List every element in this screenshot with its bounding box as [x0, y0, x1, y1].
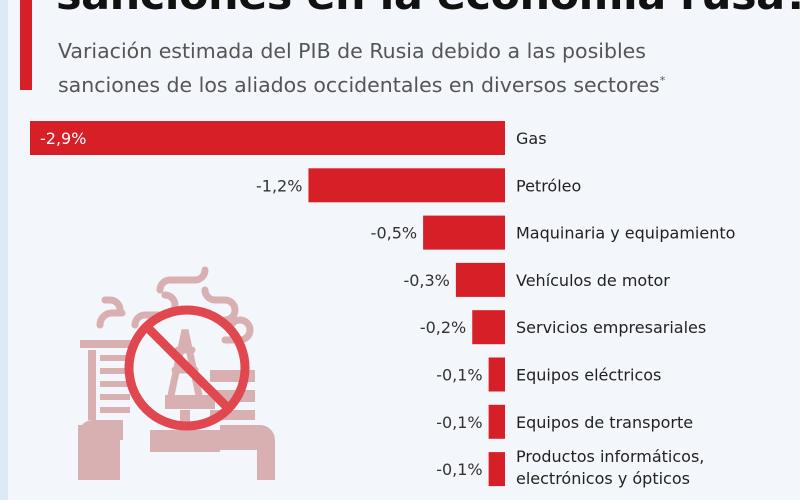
- category-label-5: Equipos eléctricos: [516, 366, 661, 385]
- bar-5: [488, 357, 505, 392]
- bar-0: [30, 121, 505, 155]
- data-label-3: -0,3%: [403, 271, 449, 290]
- oil-refinery-prohibited-icon: [78, 266, 275, 480]
- bar-7: [488, 452, 505, 487]
- data-label-5: -0,1%: [436, 366, 482, 385]
- bar-3: [455, 262, 505, 297]
- category-label-6: Equipos de transporte: [516, 413, 693, 432]
- data-label-7: -0,1%: [436, 460, 482, 479]
- data-label-4: -0,2%: [420, 318, 466, 337]
- bar-1: [308, 168, 505, 203]
- category-label-1: Petróleo: [516, 176, 581, 195]
- bar-2: [423, 215, 505, 250]
- chart-title: sanciones en la economía rusa?: [56, 0, 800, 20]
- data-label-6: -0,1%: [436, 413, 482, 432]
- category-label-0: Gas: [516, 129, 547, 148]
- data-label-2: -0,5%: [371, 224, 417, 243]
- category-label-2: Maquinaria y equipamiento: [516, 224, 735, 243]
- category-label-7: Productos informáticos, electrónicos y óp…: [516, 447, 704, 488]
- subtitle-line-2-text: sanciones de los aliados occidentales en…: [58, 72, 660, 97]
- subtitle-line-2: sanciones de los aliados occidentales en…: [58, 66, 665, 100]
- bar-6: [488, 404, 505, 439]
- title-accent-bar: [20, 0, 32, 90]
- left-edge-strip: [0, 0, 8, 500]
- subtitle-line-1: Variación estimada del PIB de Rusia debi…: [58, 39, 646, 63]
- data-label-0: -2,9%: [40, 129, 86, 148]
- data-label-1: -1,2%: [256, 176, 302, 195]
- footnote-mark: *: [659, 74, 666, 87]
- bar-4: [472, 310, 505, 345]
- category-label-3: Vehículos de motor: [516, 271, 670, 290]
- chart-subtitle: Variación estimada del PIB de Rusia debi…: [58, 36, 665, 100]
- category-label-4: Servicios empresariales: [516, 318, 706, 337]
